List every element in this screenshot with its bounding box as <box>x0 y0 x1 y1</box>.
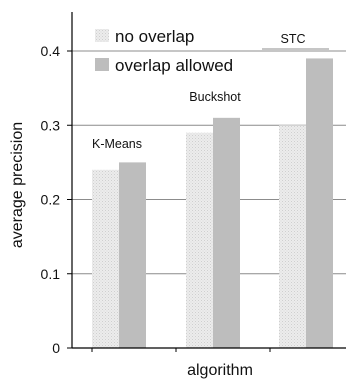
category-labels: K-Means Buckshot STC <box>92 32 329 151</box>
bar-stc-series-1 <box>279 125 306 348</box>
axes <box>67 12 346 352</box>
bars <box>92 58 333 349</box>
legend-label-series-1: no overlap <box>115 27 194 46</box>
bar-stc-series-2 <box>306 58 333 349</box>
bar-buckshot-series-1 <box>186 132 213 348</box>
legend-label-series-2: overlap allowed <box>115 56 233 75</box>
y-tick-label: 0.4 <box>41 43 61 59</box>
category-label-stc: STC <box>281 32 306 46</box>
bar-k-means-series-1 <box>92 169 119 348</box>
category-label-buckshot: Buckshot <box>189 90 241 104</box>
bar-k-means-series-2 <box>119 162 146 348</box>
bar-buckshot-series-2 <box>213 117 240 348</box>
y-tick-labels: 0 0.1 0.2 0.3 0.4 <box>41 43 61 356</box>
y-tick-label: 0.2 <box>41 192 61 208</box>
category-label-k-means: K-Means <box>92 137 142 151</box>
legend-swatch-series-2 <box>95 58 109 71</box>
y-tick-label: 0.3 <box>41 117 61 133</box>
x-axis-label: algorithm <box>187 362 253 379</box>
y-tick-label: 0.1 <box>41 266 61 282</box>
legend: no overlap overlap allowed <box>95 27 233 75</box>
y-axis-label: average precision <box>9 122 26 248</box>
legend-swatch-series-1 <box>95 29 109 42</box>
y-tick-label: 0 <box>52 340 60 356</box>
